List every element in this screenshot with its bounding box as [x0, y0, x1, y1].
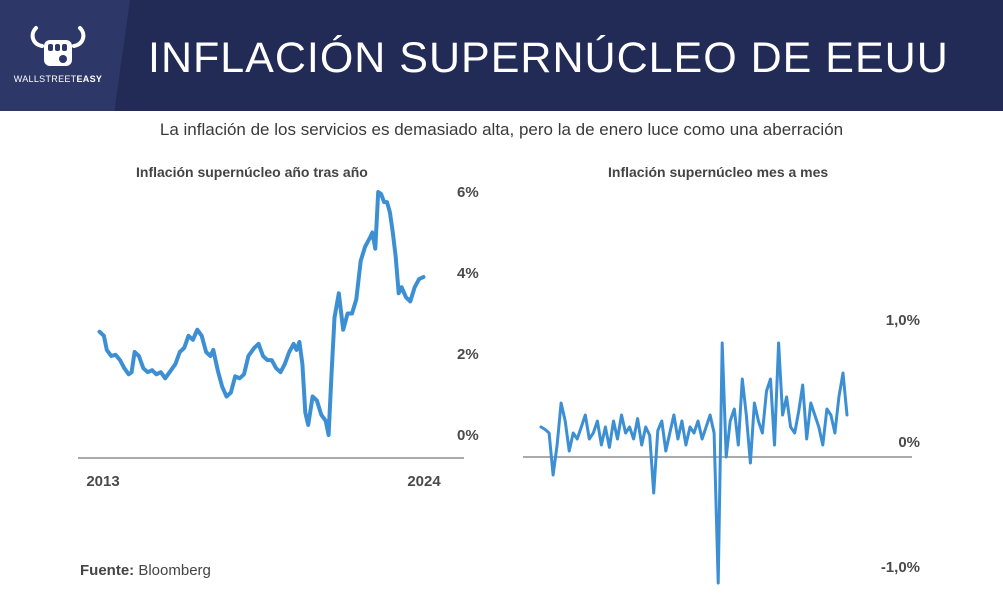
- wallstreeteasy-logo: WALLSTREETEASY: [8, 22, 108, 90]
- chart-subtitle: La inflación de los servicios es demasia…: [159, 120, 844, 139]
- mom-y-tick-label: 0%: [898, 434, 920, 451]
- source-label: Fuente:: [80, 562, 135, 579]
- yoy-y-tick-label: 2%: [457, 346, 479, 363]
- mom-y-tick-label: -1,0%: [881, 559, 920, 576]
- page-title: INFLACIÓN SUPERNÚCLEO DE EEUU: [148, 34, 949, 82]
- yoy-x-tick-label: 2024: [407, 473, 441, 490]
- yoy-chart-title: Inflación supernúcleo año tras año: [136, 164, 368, 180]
- logo-wordmark: WALLSTREETEASY: [8, 74, 108, 84]
- yoy-x-tick-label: 2013: [86, 473, 119, 490]
- yoy-y-tick-label: 6%: [457, 184, 479, 201]
- yoy-y-tick-label: 4%: [457, 265, 479, 282]
- logo-text-wallstreet: WALLSTREET: [13, 74, 77, 84]
- yoy-series-line: [97, 190, 426, 437]
- mom-series-line: [539, 341, 849, 585]
- header-banner: WALLSTREETEASY INFLACIÓN SUPERNÚCLEO DE …: [0, 0, 1003, 111]
- source-note: Fuente: Bloomberg: [80, 562, 211, 579]
- mom-y-tick-label: 1,0%: [886, 312, 920, 329]
- yoy-y-tick-label: 0%: [457, 427, 479, 444]
- logo-text-easy: EASY: [76, 74, 103, 84]
- bull-fist-icon: [30, 26, 86, 66]
- source-value: Bloomberg: [138, 562, 211, 579]
- mom-chart-title: Inflación supernúcleo mes a mes: [608, 164, 829, 180]
